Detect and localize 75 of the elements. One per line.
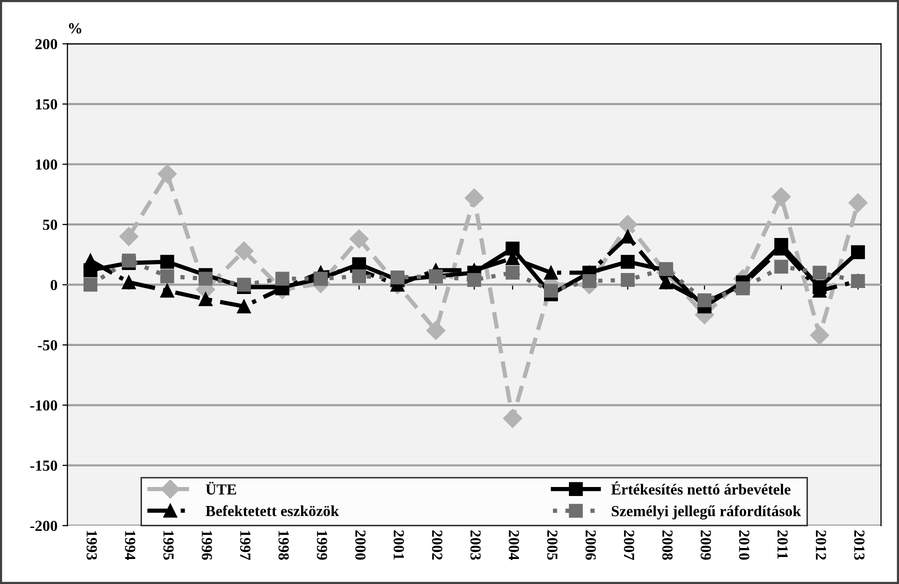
x-tick-label: 2009 xyxy=(700,530,711,560)
x-tick-label: 1993 xyxy=(86,530,97,560)
legend-label: Személyi jellegű ráfordítások xyxy=(612,505,802,520)
point xyxy=(544,266,558,280)
point xyxy=(774,260,788,274)
point xyxy=(350,229,369,248)
point xyxy=(810,326,830,345)
point xyxy=(544,284,558,298)
y-tick-label: -100 xyxy=(30,400,58,411)
y-tick-label: 150 xyxy=(36,99,58,110)
point xyxy=(659,275,674,290)
x-tick-label: 1994 xyxy=(125,530,136,560)
point xyxy=(237,278,251,292)
y-tick-label: 50 xyxy=(43,220,58,230)
x-tick-label: 1999 xyxy=(316,530,328,560)
point xyxy=(506,242,520,256)
point xyxy=(122,254,136,268)
point xyxy=(620,254,635,269)
x-tick-label: 1996 xyxy=(202,530,212,560)
x-tick-label: 2006 xyxy=(586,530,596,560)
point xyxy=(464,188,484,208)
point xyxy=(352,269,366,284)
legend-label: Értékesítés nettó árbevétele xyxy=(611,481,790,495)
point xyxy=(503,408,522,428)
point xyxy=(158,164,177,184)
point xyxy=(234,241,254,261)
point xyxy=(618,214,638,234)
point xyxy=(698,293,712,308)
x-tick-label: 2010 xyxy=(739,530,750,560)
x-tick-label: 1995 xyxy=(163,530,174,560)
point xyxy=(426,320,446,340)
point xyxy=(467,272,482,287)
point xyxy=(736,281,750,296)
y-tick-label: -150 xyxy=(30,460,58,471)
point xyxy=(812,266,827,280)
point xyxy=(122,275,136,290)
x-tick-label: 2012 xyxy=(816,530,826,560)
point xyxy=(390,270,404,284)
y-tick-label: -200 xyxy=(30,520,58,532)
point xyxy=(237,299,251,314)
point xyxy=(84,254,98,268)
x-tick-label: 2001 xyxy=(394,530,404,560)
point xyxy=(848,193,868,212)
point xyxy=(851,245,865,260)
point xyxy=(160,254,174,269)
x-tick-label: 2002 xyxy=(432,530,442,560)
x-tick-label: 2013 xyxy=(854,530,864,560)
x-tick-label: 2004 xyxy=(508,530,520,560)
x-tick-label: 1998 xyxy=(278,530,289,560)
legend-label: Befektetett eszközök xyxy=(206,505,340,516)
x-tick-label: 2005 xyxy=(547,530,558,560)
y-axis-title: % xyxy=(68,23,82,34)
x-tick-label: 2008 xyxy=(662,530,673,560)
y-tick-label: -50 xyxy=(38,340,58,350)
y-tick-label: 200 xyxy=(35,38,58,50)
point xyxy=(506,266,520,280)
point xyxy=(772,187,791,206)
legend-label: ÜTE xyxy=(206,482,236,495)
y-tick-label: 100 xyxy=(36,159,58,170)
point xyxy=(582,274,596,288)
x-tick-label: 2003 xyxy=(470,530,481,560)
point xyxy=(119,226,138,246)
point xyxy=(84,278,98,292)
point xyxy=(160,269,174,284)
point xyxy=(160,284,174,298)
point xyxy=(275,272,290,286)
x-tick-label: 2011 xyxy=(777,530,788,559)
point xyxy=(198,292,213,306)
y-tick-label: 0 xyxy=(50,280,58,290)
x-tick-label: 2007 xyxy=(624,530,634,560)
x-tick-label: 1997 xyxy=(240,530,250,560)
point xyxy=(620,230,635,244)
x-tick-label: 2000 xyxy=(355,530,366,560)
point xyxy=(198,272,213,286)
point xyxy=(620,272,635,287)
